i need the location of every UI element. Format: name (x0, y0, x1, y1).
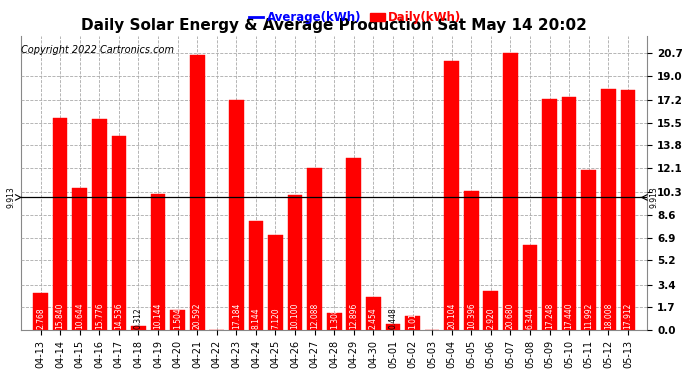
Bar (405, 316, 420, 330)
Text: 9.913: 9.913 (649, 186, 658, 208)
Bar (307, 168, 322, 330)
Text: 10.144: 10.144 (153, 303, 163, 329)
Text: 1.504: 1.504 (173, 307, 182, 329)
Text: Copyright 2022 Cartronics.com: Copyright 2022 Cartronics.com (21, 45, 174, 55)
Text: 7.120: 7.120 (271, 308, 280, 329)
Text: 6.344: 6.344 (526, 307, 535, 329)
Title: Daily Solar Energy & Average Production Sat May 14 20:02: Daily Solar Energy & Average Production … (81, 18, 587, 33)
Bar (327, 313, 342, 330)
Text: 17.184: 17.184 (232, 303, 241, 329)
Bar (150, 194, 166, 330)
Text: 17.440: 17.440 (564, 302, 573, 329)
Text: 15.776: 15.776 (95, 302, 103, 329)
Bar (464, 191, 479, 330)
Text: 15.840: 15.840 (56, 303, 65, 329)
Text: 1.308: 1.308 (330, 308, 339, 329)
Text: 20.592: 20.592 (193, 303, 201, 329)
Bar (112, 136, 126, 330)
Bar (170, 310, 185, 330)
Bar (484, 291, 498, 330)
Bar (346, 158, 361, 330)
Text: 12.088: 12.088 (310, 303, 319, 329)
Text: 0.448: 0.448 (388, 307, 397, 329)
Bar (268, 235, 283, 330)
Bar (52, 118, 68, 330)
Text: 8.144: 8.144 (251, 308, 260, 329)
Bar (229, 100, 244, 330)
Text: 12.896: 12.896 (349, 303, 358, 329)
Bar (582, 170, 596, 330)
Bar (542, 99, 557, 330)
Bar (92, 119, 107, 330)
Bar (131, 326, 146, 330)
Bar (503, 53, 518, 330)
Bar (601, 89, 615, 330)
Bar (386, 324, 400, 330)
Text: 2.454: 2.454 (369, 307, 378, 329)
Text: 10.644: 10.644 (75, 302, 84, 329)
Text: 17.248: 17.248 (545, 303, 554, 329)
Text: 2.768: 2.768 (36, 308, 45, 329)
Bar (190, 54, 204, 330)
Bar (444, 61, 459, 330)
Text: 2.920: 2.920 (486, 308, 495, 329)
Bar (522, 245, 538, 330)
Text: 14.536: 14.536 (115, 302, 124, 329)
Text: 1.016: 1.016 (408, 308, 417, 329)
Text: 17.912: 17.912 (623, 303, 632, 329)
Bar (620, 90, 635, 330)
Bar (366, 297, 381, 330)
Bar (248, 221, 264, 330)
Text: 10.396: 10.396 (466, 302, 476, 329)
Bar (288, 195, 302, 330)
Text: 20.104: 20.104 (447, 303, 456, 329)
Text: 18.008: 18.008 (604, 303, 613, 329)
Text: 10.100: 10.100 (290, 303, 299, 329)
Bar (562, 97, 576, 330)
Bar (72, 188, 87, 330)
Bar (33, 293, 48, 330)
Text: 20.680: 20.680 (506, 303, 515, 329)
Text: 0.312: 0.312 (134, 308, 143, 329)
Text: 9.913: 9.913 (6, 186, 15, 208)
Text: 11.992: 11.992 (584, 303, 593, 329)
Legend: Average(kWh), Daily(kWh): Average(kWh), Daily(kWh) (244, 6, 466, 29)
